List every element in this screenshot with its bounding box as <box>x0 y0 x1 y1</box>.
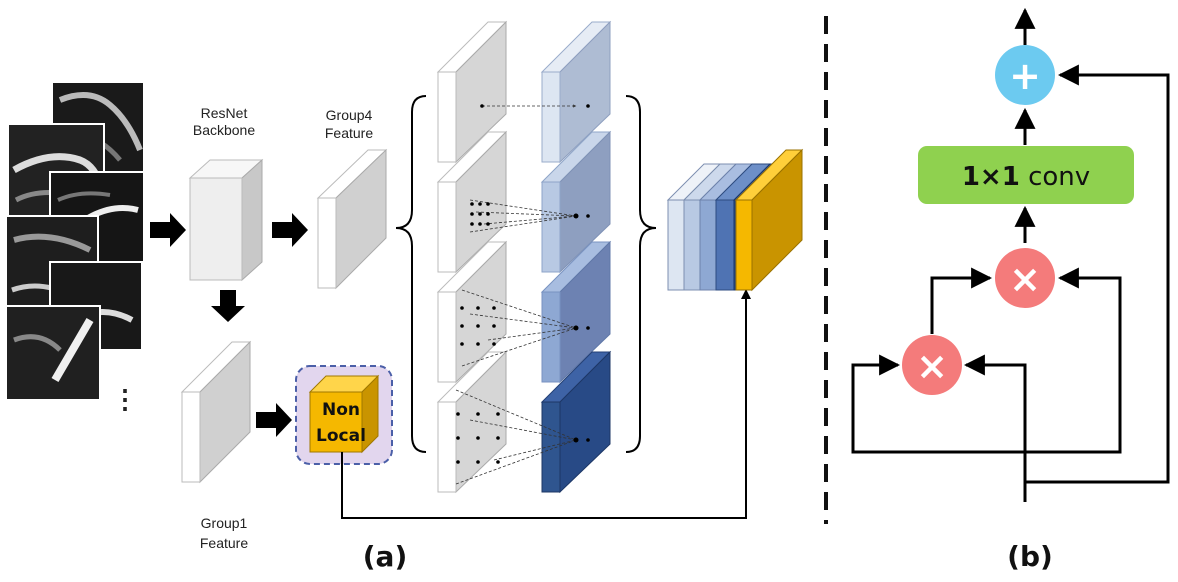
resnet-backbone-label-line1: ResNet <box>201 105 248 121</box>
multiply-node-bottom <box>902 335 962 395</box>
group1-feature-map <box>180 340 252 484</box>
panel-b-label: (b) <box>1007 540 1053 573</box>
sampling-map-3 <box>436 240 508 384</box>
conv-1x1-block <box>918 146 1134 204</box>
output-map-4 <box>540 350 612 494</box>
group4-feature-label-line2: Feature <box>325 125 373 141</box>
sampling-map-1 <box>436 20 508 164</box>
fused-feature-stack <box>666 148 804 292</box>
sampling-links <box>455 104 577 485</box>
add-node <box>995 45 1055 105</box>
multiply-icon: × <box>1009 257 1041 301</box>
multiply-icon: × <box>916 344 948 388</box>
nonlocal-detail-connectors <box>851 7 1170 502</box>
nonlocal-label-line2: Local <box>316 426 366 446</box>
output-map-3 <box>540 240 612 384</box>
output-map-2 <box>540 130 612 274</box>
output-map-1 <box>540 20 612 164</box>
resnet-backbone-label-line2: Backbone <box>193 122 255 138</box>
panel-a-label: (a) <box>363 540 408 573</box>
nonlocal-label-line1: Non <box>322 400 360 420</box>
group1-feature-label-line2: Feature <box>200 535 248 551</box>
right-brace <box>625 95 657 453</box>
left-brace <box>395 95 427 453</box>
arrow-right-icon <box>150 213 186 247</box>
sampling-dots <box>456 104 590 464</box>
ellipsis-indicator: ⋮ <box>112 384 138 414</box>
conv-1x1-label: 1×1 conv <box>962 162 1090 192</box>
multiply-node-top <box>995 248 1055 308</box>
ct-image-stack: ⋮ <box>5 81 145 414</box>
nonlocal-to-fusion-connector <box>341 289 751 519</box>
plus-icon: + <box>1009 54 1041 98</box>
conv-1x1-label-rest: conv <box>1020 162 1090 192</box>
arrow-down-icon <box>211 290 245 322</box>
conv-1x1-label-bold: 1×1 <box>962 162 1020 192</box>
nonlocal-block <box>308 374 380 454</box>
resnet-backbone-block <box>188 158 264 282</box>
group4-feature-map <box>316 148 388 290</box>
group4-feature-label-line1: Group4 <box>326 107 373 123</box>
arrow-right-icon <box>272 213 308 247</box>
arrow-right-icon <box>256 403 292 437</box>
group1-feature-label-line1: Group1 <box>201 515 248 531</box>
